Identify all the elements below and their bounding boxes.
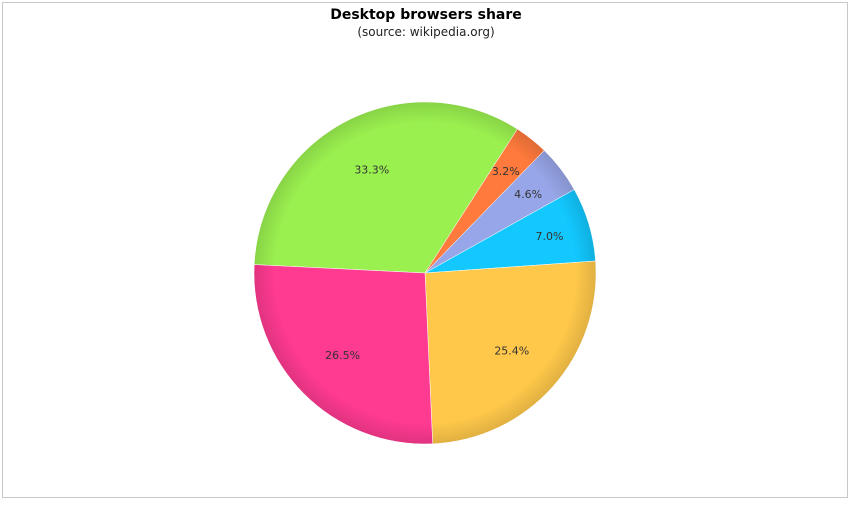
chart-subtitle: (source: wikipedia.org) [357, 25, 495, 39]
slice-label: 33.3% [354, 164, 389, 177]
pie-slice[interactable] [424, 260, 597, 445]
slice-label: 4.6% [514, 188, 542, 201]
slice-label: 3.2% [492, 165, 520, 178]
slice-label: 26.5% [325, 349, 360, 362]
pie-slice[interactable] [253, 101, 518, 274]
pie-slice[interactable] [253, 264, 433, 445]
slice-label: 25.4% [494, 344, 529, 357]
chart-title: Desktop browsers share [330, 7, 522, 23]
slice-label: 7.0% [536, 230, 564, 243]
